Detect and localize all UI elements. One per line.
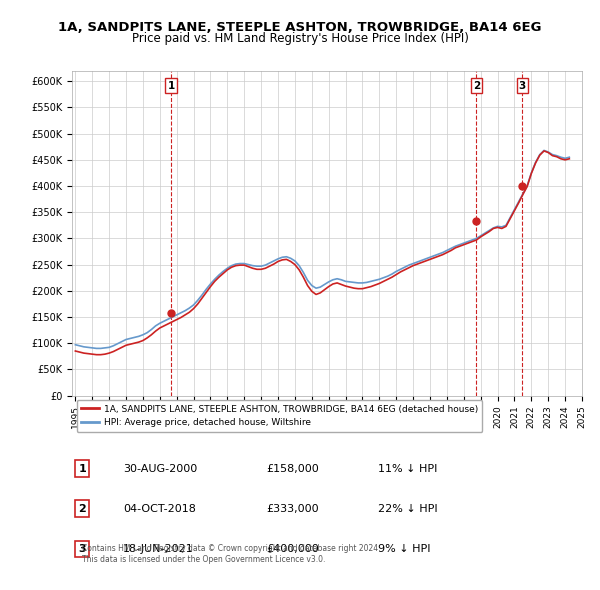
Text: 30-AUG-2000: 30-AUG-2000 (123, 464, 197, 474)
Text: 9% ↓ HPI: 9% ↓ HPI (378, 544, 431, 554)
Text: Price paid vs. HM Land Registry's House Price Index (HPI): Price paid vs. HM Land Registry's House … (131, 32, 469, 45)
Text: 22% ↓ HPI: 22% ↓ HPI (378, 504, 437, 514)
Text: 3: 3 (518, 81, 526, 90)
Text: 2: 2 (79, 504, 86, 514)
Legend: 1A, SANDPITS LANE, STEEPLE ASHTON, TROWBRIDGE, BA14 6EG (detached house), HPI: A: 1A, SANDPITS LANE, STEEPLE ASHTON, TROWB… (77, 400, 482, 432)
Text: 1: 1 (79, 464, 86, 474)
Text: 2: 2 (473, 81, 480, 90)
Text: £158,000: £158,000 (266, 464, 319, 474)
Text: 3: 3 (79, 544, 86, 554)
Text: 04-OCT-2018: 04-OCT-2018 (123, 504, 196, 514)
Text: 1A, SANDPITS LANE, STEEPLE ASHTON, TROWBRIDGE, BA14 6EG: 1A, SANDPITS LANE, STEEPLE ASHTON, TROWB… (58, 21, 542, 34)
Text: Contains HM Land Registry data © Crown copyright and database right 2024.
This d: Contains HM Land Registry data © Crown c… (82, 544, 381, 563)
Text: 11% ↓ HPI: 11% ↓ HPI (378, 464, 437, 474)
Text: £333,000: £333,000 (266, 504, 319, 514)
Text: 1: 1 (167, 81, 175, 90)
Text: 18-JUN-2021: 18-JUN-2021 (123, 544, 194, 554)
Text: £400,000: £400,000 (266, 544, 319, 554)
